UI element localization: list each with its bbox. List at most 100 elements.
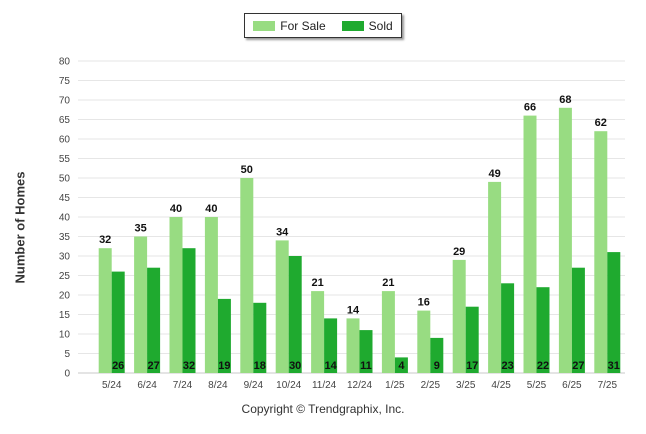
y-tick-label: 65 bbox=[59, 115, 71, 126]
x-tick-label: 4/25 bbox=[491, 380, 511, 391]
bar-for-sale[interactable] bbox=[417, 310, 431, 373]
bar-sold[interactable] bbox=[253, 302, 267, 373]
y-tick-label: 55 bbox=[59, 154, 71, 165]
bar-sold[interactable] bbox=[394, 357, 408, 373]
bar-sold[interactable] bbox=[465, 306, 479, 373]
bar-for-sale[interactable] bbox=[558, 107, 572, 374]
data-label-for-sale: 66 bbox=[524, 102, 536, 114]
x-tick-label: 6/25 bbox=[562, 380, 582, 391]
bar-sold[interactable] bbox=[182, 248, 196, 373]
y-tick-label: 30 bbox=[59, 252, 71, 263]
legend-swatch-for-sale bbox=[253, 20, 276, 31]
data-label-sold: 31 bbox=[608, 360, 620, 372]
y-tick-label: 15 bbox=[59, 310, 71, 321]
data-label-sold: 14 bbox=[324, 360, 337, 372]
data-label-for-sale: 16 bbox=[418, 297, 430, 309]
bar-for-sale[interactable] bbox=[594, 131, 608, 373]
x-tick-label: 5/24 bbox=[102, 380, 122, 391]
bar-sold[interactable] bbox=[288, 256, 302, 373]
bar-for-sale[interactable] bbox=[134, 236, 148, 374]
bar-for-sale[interactable] bbox=[488, 181, 502, 373]
data-label-for-sale: 21 bbox=[382, 277, 394, 289]
data-label-for-sale: 21 bbox=[311, 277, 323, 289]
bar-for-sale[interactable] bbox=[169, 217, 183, 373]
legend-item-for-sale[interactable]: For Sale bbox=[253, 18, 326, 33]
data-label-for-sale: 49 bbox=[488, 168, 500, 180]
x-tick-label: 12/24 bbox=[347, 380, 372, 391]
bar-sold[interactable] bbox=[359, 330, 373, 373]
data-label-sold: 19 bbox=[218, 360, 230, 372]
legend-item-sold[interactable]: Sold bbox=[341, 18, 393, 33]
bar-sold[interactable] bbox=[324, 318, 338, 373]
data-label-sold: 27 bbox=[147, 360, 159, 372]
bar-sold[interactable] bbox=[111, 271, 125, 373]
data-labels: 32 26 35 27 40 32 40 19 50 18 34 30 21 14 14 11 21 4 16 9 29… bbox=[99, 94, 620, 372]
data-label-sold: 9 bbox=[434, 360, 440, 372]
bar-for-sale[interactable] bbox=[204, 217, 218, 373]
bar-sold[interactable] bbox=[430, 337, 444, 373]
bar-sold[interactable] bbox=[536, 287, 550, 373]
bar-for-sale[interactable] bbox=[523, 115, 537, 373]
data-label-for-sale: 14 bbox=[347, 304, 360, 316]
x-tick-label: 9/24 bbox=[244, 380, 264, 391]
data-label-sold: 32 bbox=[183, 360, 195, 372]
x-tick-label: 7/25 bbox=[598, 380, 618, 391]
bar-for-sale[interactable] bbox=[452, 259, 466, 373]
bar-sold[interactable] bbox=[501, 283, 515, 373]
y-tick-label: 0 bbox=[64, 369, 70, 380]
y-tick-label: 20 bbox=[59, 291, 71, 302]
bar-for-sale[interactable] bbox=[346, 318, 360, 373]
data-label-for-sale: 62 bbox=[595, 117, 607, 129]
y-axis: 0 5 10 15 20 25 30 35 40 45 50 55 60 65 70 75 80 bbox=[59, 57, 71, 380]
data-label-for-sale: 68 bbox=[559, 94, 571, 106]
bar-for-sale[interactable] bbox=[381, 291, 395, 373]
y-tick-label: 45 bbox=[59, 193, 71, 204]
legend: For Sale Sold bbox=[244, 13, 402, 38]
x-tick-label: 6/24 bbox=[137, 380, 157, 391]
bar-for-sale[interactable] bbox=[240, 178, 254, 373]
x-tick-label: 1/25 bbox=[385, 380, 405, 391]
y-tick-label: 75 bbox=[59, 76, 71, 87]
bars bbox=[98, 107, 621, 374]
bar-for-sale[interactable] bbox=[275, 240, 289, 373]
bar-sold[interactable] bbox=[571, 267, 585, 373]
data-label-sold: 30 bbox=[289, 360, 301, 372]
data-label-sold: 4 bbox=[398, 360, 405, 372]
data-label-sold: 17 bbox=[466, 360, 478, 372]
y-tick-label: 50 bbox=[59, 174, 71, 185]
x-tick-label: 11/24 bbox=[312, 380, 337, 391]
legend-label-sold: Sold bbox=[368, 18, 393, 33]
data-label-sold: 22 bbox=[537, 360, 549, 372]
bar-for-sale[interactable] bbox=[98, 248, 112, 373]
data-label-for-sale: 40 bbox=[170, 203, 182, 215]
x-tick-label: 8/24 bbox=[208, 380, 228, 391]
y-tick-label: 80 bbox=[59, 57, 71, 68]
y-tick-label: 40 bbox=[59, 213, 71, 224]
data-label-for-sale: 35 bbox=[134, 223, 146, 235]
data-label-for-sale: 34 bbox=[276, 226, 289, 238]
x-tick-label: 10/24 bbox=[276, 380, 301, 391]
data-label-for-sale: 40 bbox=[205, 203, 217, 215]
y-tick-label: 10 bbox=[59, 330, 71, 341]
data-label-sold: 18 bbox=[254, 360, 266, 372]
y-tick-label: 35 bbox=[59, 232, 71, 243]
data-label-sold: 27 bbox=[572, 360, 584, 372]
data-label-sold: 11 bbox=[360, 360, 372, 372]
y-axis-title: Number of Homes bbox=[12, 171, 28, 284]
bar-sold[interactable] bbox=[147, 267, 161, 373]
bar-sold[interactable] bbox=[607, 252, 621, 373]
data-label-for-sale: 50 bbox=[241, 164, 253, 176]
data-label-sold: 23 bbox=[501, 360, 513, 372]
bar-for-sale[interactable] bbox=[311, 291, 325, 373]
x-tick-label: 3/25 bbox=[456, 380, 476, 391]
legend-label-for-sale: For Sale bbox=[280, 18, 326, 33]
data-label-sold: 26 bbox=[112, 360, 124, 372]
x-axis: 5/24 6/24 7/24 8/24 9/24 10/24 11/24 12/24 1/25 2… bbox=[102, 380, 618, 391]
x-tick-label: 2/25 bbox=[421, 380, 441, 391]
x-tick-label: 7/24 bbox=[173, 380, 193, 391]
data-label-for-sale: 29 bbox=[453, 246, 465, 258]
bar-sold[interactable] bbox=[217, 298, 231, 373]
legend-swatch-sold bbox=[341, 20, 364, 31]
y-tick-label: 60 bbox=[59, 135, 71, 146]
